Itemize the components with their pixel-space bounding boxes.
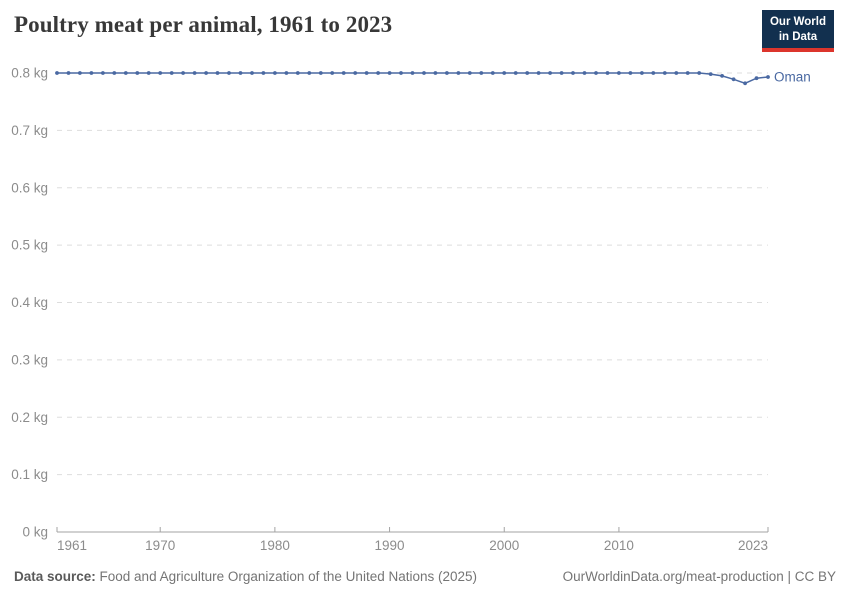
svg-text:0.5 kg: 0.5 kg [11,238,48,253]
svg-text:2010: 2010 [604,538,634,553]
data-source-note: Data source: Food and Agriculture Organi… [14,569,477,584]
owid-logo-line2: in Data [778,30,818,43]
svg-text:0.8 kg: 0.8 kg [11,66,48,81]
chart-title: Poultry meat per animal, 1961 to 2023 [14,12,393,37]
svg-text:0.4 kg: 0.4 kg [11,295,48,310]
svg-text:1990: 1990 [375,538,405,553]
svg-text:0.2 kg: 0.2 kg [11,410,48,425]
svg-text:0.7 kg: 0.7 kg [11,123,48,138]
credit-link[interactable]: OurWorldinData.org/meat-production | CC … [562,569,836,584]
svg-text:0.6 kg: 0.6 kg [11,180,48,195]
owid-logo[interactable]: Our World in Data [761,10,834,52]
svg-text:0 kg: 0 kg [22,525,48,540]
data-source-text: Food and Agriculture Organization of the… [95,569,478,584]
svg-text:1980: 1980 [260,538,290,553]
owid-logo-line1: Our World [769,16,826,28]
svg-text:0.1 kg: 0.1 kg [11,467,48,482]
svg-text:2023: 2023 [738,538,768,553]
svg-text:1961: 1961 [57,538,87,553]
data-source-label: Data source: [14,569,96,584]
svg-text:2000: 2000 [489,538,519,553]
svg-text:0.3 kg: 0.3 kg [11,352,48,367]
svg-text:Oman: Oman [774,70,811,85]
svg-text:1970: 1970 [145,538,175,553]
